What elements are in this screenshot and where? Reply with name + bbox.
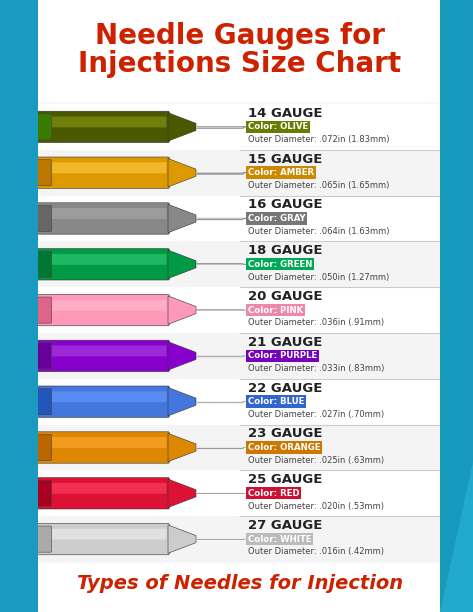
Text: Color: WHITE: Color: WHITE [248,534,312,543]
Text: Outer Diameter: .033in (.83mm): Outer Diameter: .033in (.83mm) [248,364,385,373]
Text: 23 GAUGE: 23 GAUGE [248,427,323,441]
FancyBboxPatch shape [40,529,166,540]
Text: Color: BLUE: Color: BLUE [248,397,304,406]
Polygon shape [243,401,249,402]
Text: Outer Diameter: .050in (1.27mm): Outer Diameter: .050in (1.27mm) [248,272,389,282]
FancyBboxPatch shape [40,116,166,127]
Polygon shape [243,493,249,494]
Polygon shape [243,172,249,174]
FancyBboxPatch shape [40,208,166,219]
Polygon shape [168,250,196,278]
Text: Outer Diameter: .027in (.70mm): Outer Diameter: .027in (.70mm) [248,410,384,419]
FancyBboxPatch shape [32,526,52,552]
Bar [38,196,440,241]
Text: 21 GAUGE: 21 GAUGE [248,336,323,349]
Bar [38,0,440,102]
Text: 16 GAUGE: 16 GAUGE [248,198,323,211]
Polygon shape [168,387,196,416]
Bar [38,241,440,287]
FancyBboxPatch shape [32,480,52,506]
FancyBboxPatch shape [36,432,169,463]
Polygon shape [168,341,196,370]
Polygon shape [168,113,196,141]
Text: Color: AMBER: Color: AMBER [248,168,314,177]
Polygon shape [168,159,196,187]
FancyBboxPatch shape [36,386,169,417]
Text: Color: RED: Color: RED [248,489,299,498]
Bar [38,150,440,196]
Bar [38,0,440,612]
FancyBboxPatch shape [40,254,166,265]
Bar [38,333,440,379]
Polygon shape [440,462,473,612]
Polygon shape [243,310,249,311]
FancyBboxPatch shape [32,389,52,415]
FancyBboxPatch shape [32,252,52,277]
Text: 15 GAUGE: 15 GAUGE [248,152,323,166]
FancyBboxPatch shape [40,345,166,356]
Text: Needle Gauges for: Needle Gauges for [95,22,385,50]
Bar [0,0,38,612]
Polygon shape [243,126,249,128]
Text: Outer Diameter: .025in (.63mm): Outer Diameter: .025in (.63mm) [248,456,384,465]
FancyBboxPatch shape [32,160,52,186]
FancyBboxPatch shape [32,297,52,323]
Bar [38,287,440,333]
FancyBboxPatch shape [36,203,169,234]
Polygon shape [168,296,196,324]
Text: Outer Diameter: .016in (.42mm): Outer Diameter: .016in (.42mm) [248,547,384,556]
Polygon shape [243,218,249,219]
Text: Color: GRAY: Color: GRAY [248,214,306,223]
Text: Outer Diameter: .065in (1.65mm): Outer Diameter: .065in (1.65mm) [248,181,389,190]
FancyBboxPatch shape [40,300,166,311]
Text: Color: PURPLE: Color: PURPLE [248,351,317,360]
Text: Outer Diameter: .072in (1.83mm): Outer Diameter: .072in (1.83mm) [248,135,389,144]
Polygon shape [168,433,196,461]
Text: Injections Size Chart: Injections Size Chart [79,50,402,78]
FancyBboxPatch shape [36,111,169,143]
Text: Color: OLIVE: Color: OLIVE [248,122,308,132]
FancyBboxPatch shape [36,523,169,555]
Text: 22 GAUGE: 22 GAUGE [248,381,323,395]
Polygon shape [168,479,196,507]
Text: Color: ORANGE: Color: ORANGE [248,443,321,452]
Polygon shape [243,264,249,265]
Text: 27 GAUGE: 27 GAUGE [248,519,323,532]
Bar [38,425,440,471]
Polygon shape [168,525,196,553]
FancyBboxPatch shape [36,248,169,280]
Text: 14 GAUGE: 14 GAUGE [248,106,323,120]
FancyBboxPatch shape [40,483,166,494]
FancyBboxPatch shape [40,391,166,402]
Bar [38,516,440,562]
Polygon shape [168,204,196,233]
Bar [38,471,440,516]
FancyBboxPatch shape [32,343,52,369]
Text: Color: PINK: Color: PINK [248,305,303,315]
FancyBboxPatch shape [40,437,166,448]
FancyBboxPatch shape [32,114,52,140]
Text: Color: GREEN: Color: GREEN [248,259,312,269]
FancyBboxPatch shape [32,435,52,461]
Text: Outer Diameter: .064in (1.63mm): Outer Diameter: .064in (1.63mm) [248,226,389,236]
FancyBboxPatch shape [40,162,166,173]
Text: Outer Diameter: .020in (.53mm): Outer Diameter: .020in (.53mm) [248,502,384,510]
FancyBboxPatch shape [36,340,169,371]
FancyBboxPatch shape [36,157,169,188]
Text: 20 GAUGE: 20 GAUGE [248,290,323,303]
Text: 25 GAUGE: 25 GAUGE [248,473,323,486]
FancyBboxPatch shape [36,294,169,326]
Text: Types of Needles for Injection: Types of Needles for Injection [77,574,403,593]
FancyBboxPatch shape [32,206,52,231]
Bar [440,0,473,612]
Text: Outer Diameter: .036in (.91mm): Outer Diameter: .036in (.91mm) [248,318,384,327]
Text: 18 GAUGE: 18 GAUGE [248,244,323,257]
Polygon shape [243,447,249,448]
Bar [38,379,440,425]
Bar [38,564,440,612]
Bar [38,104,440,150]
FancyBboxPatch shape [36,477,169,509]
